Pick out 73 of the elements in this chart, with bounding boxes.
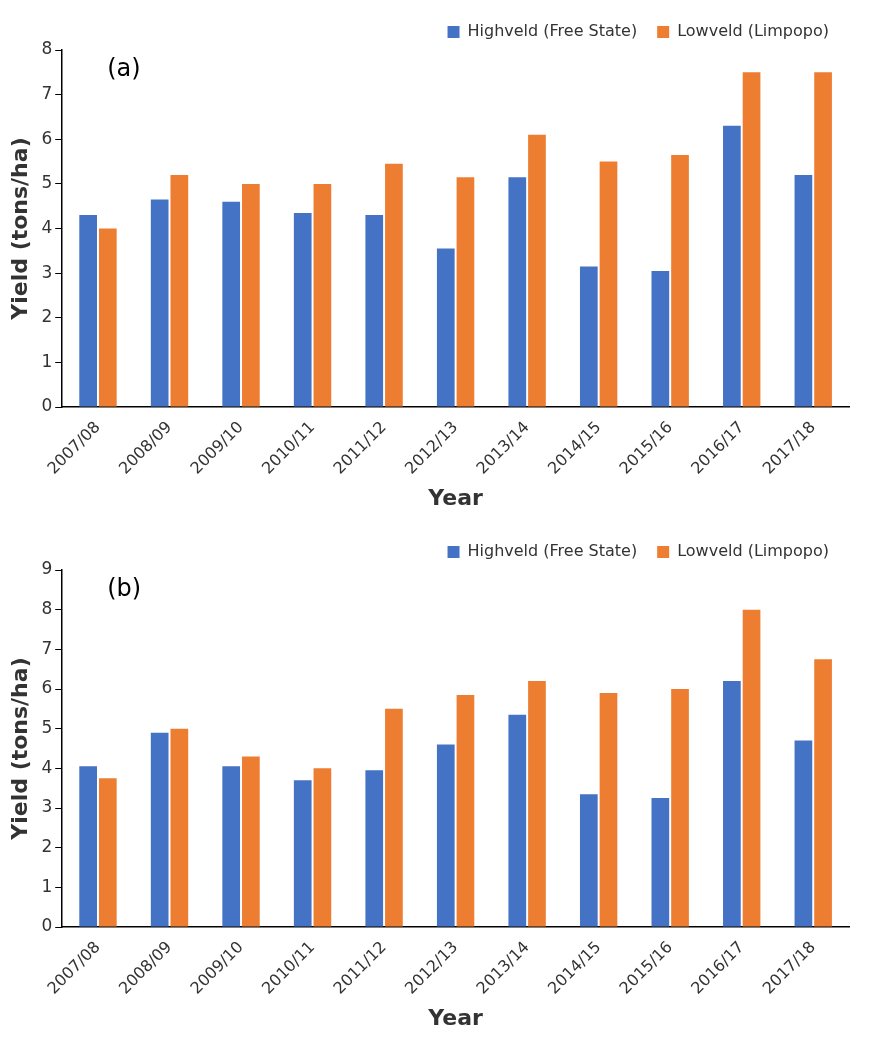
bar xyxy=(671,689,689,927)
bar xyxy=(599,161,618,407)
y-tick-label: 8 xyxy=(41,598,53,619)
annotation: (b) xyxy=(107,574,142,603)
y-tick-label: 4 xyxy=(41,756,53,777)
bar xyxy=(599,692,618,927)
bar xyxy=(794,174,813,407)
bar xyxy=(79,766,97,927)
y-tick-label: 3 xyxy=(41,796,53,817)
bar xyxy=(150,199,169,407)
x-axis-title: Year xyxy=(427,1004,484,1030)
bar xyxy=(508,177,527,407)
y-tick-label: 7 xyxy=(41,637,53,658)
y-tick-label: 2 xyxy=(41,836,53,857)
bar xyxy=(313,183,332,407)
bar xyxy=(313,768,332,927)
y-axis-title: Yield (tons/ha) xyxy=(6,657,32,841)
bar xyxy=(456,694,475,927)
y-tick-label: 2 xyxy=(41,306,53,327)
y-tick-label: 9 xyxy=(41,558,53,579)
bar xyxy=(436,248,455,407)
bar xyxy=(579,794,598,927)
bar xyxy=(671,154,689,407)
bar xyxy=(170,728,189,927)
bar xyxy=(222,766,241,927)
bar xyxy=(170,174,189,407)
bar xyxy=(98,228,117,407)
y-tick-label: 6 xyxy=(41,127,53,148)
bar xyxy=(528,681,546,927)
y-tick-label: 1 xyxy=(41,350,53,371)
y-tick-label: 5 xyxy=(41,717,53,738)
bar xyxy=(579,266,598,407)
legend-label: Highveld (Free State) xyxy=(467,541,638,561)
bar xyxy=(723,125,741,407)
bar xyxy=(222,201,241,407)
legend-label: Lowveld (Limpopo) xyxy=(677,541,829,561)
bar xyxy=(814,659,832,927)
y-tick-label: 3 xyxy=(41,261,53,282)
bar xyxy=(79,215,97,407)
y-tick-label: 0 xyxy=(41,395,53,416)
y-tick-label: 0 xyxy=(41,915,53,936)
y-tick-label: 6 xyxy=(41,677,53,698)
legend-label: Highveld (Free State) xyxy=(467,21,638,41)
bar xyxy=(508,714,527,927)
bar xyxy=(385,163,403,407)
bar xyxy=(742,609,761,927)
y-tick-label: 8 xyxy=(41,38,53,59)
bar xyxy=(651,798,670,927)
x-axis-title: Year xyxy=(427,484,484,510)
bar xyxy=(436,744,455,927)
bar xyxy=(242,756,260,927)
bar xyxy=(150,732,169,927)
legend-label: Lowveld (Limpopo) xyxy=(677,21,829,41)
annotation: (a) xyxy=(107,54,141,83)
bar xyxy=(814,72,832,407)
bar xyxy=(528,134,546,407)
y-axis-title: Yield (tons/ha) xyxy=(6,137,32,321)
bar xyxy=(98,778,117,927)
bar xyxy=(651,270,670,407)
bar xyxy=(365,215,384,407)
bar xyxy=(742,72,761,407)
y-tick-label: 7 xyxy=(41,83,53,104)
bar xyxy=(365,770,384,927)
y-tick-label: 5 xyxy=(41,172,53,193)
y-tick-label: 1 xyxy=(41,875,53,896)
bar xyxy=(293,780,312,927)
bar xyxy=(456,177,475,407)
bar xyxy=(242,183,260,407)
bar xyxy=(385,708,403,927)
bar xyxy=(794,740,813,927)
bar xyxy=(723,681,741,927)
bar xyxy=(293,212,312,407)
y-tick-label: 4 xyxy=(41,216,53,237)
